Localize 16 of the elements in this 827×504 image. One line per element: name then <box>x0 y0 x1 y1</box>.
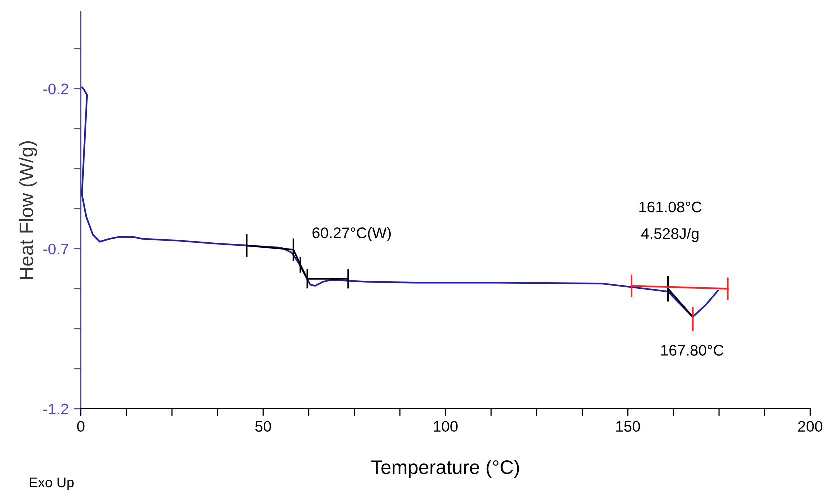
text: Exo Up <box>30 478 74 490</box>
x-tick-label: 50 <box>256 421 272 432</box>
x-tick-label: 0 <box>77 421 85 432</box>
x-axis-title: Temperature (°C) <box>372 460 520 478</box>
y-tick-label: -1.2 <box>44 404 68 415</box>
annotation: 4.528J/g <box>641 228 699 242</box>
x-tick-label: 200 <box>798 421 823 432</box>
line-series <box>81 86 720 318</box>
y-tick-label: -0.2 <box>44 84 68 95</box>
x-tick-label: 150 <box>616 421 640 432</box>
x-tick-label: 100 <box>434 421 458 432</box>
annotation: 161.08°C <box>640 202 702 213</box>
annotation: 60.27°C(W) <box>312 227 391 242</box>
annotation: 167.80°C <box>662 345 724 356</box>
y-axis-title: Heat Flow (W/g) <box>19 142 38 280</box>
y-tick-label: -0.7 <box>44 244 68 255</box>
